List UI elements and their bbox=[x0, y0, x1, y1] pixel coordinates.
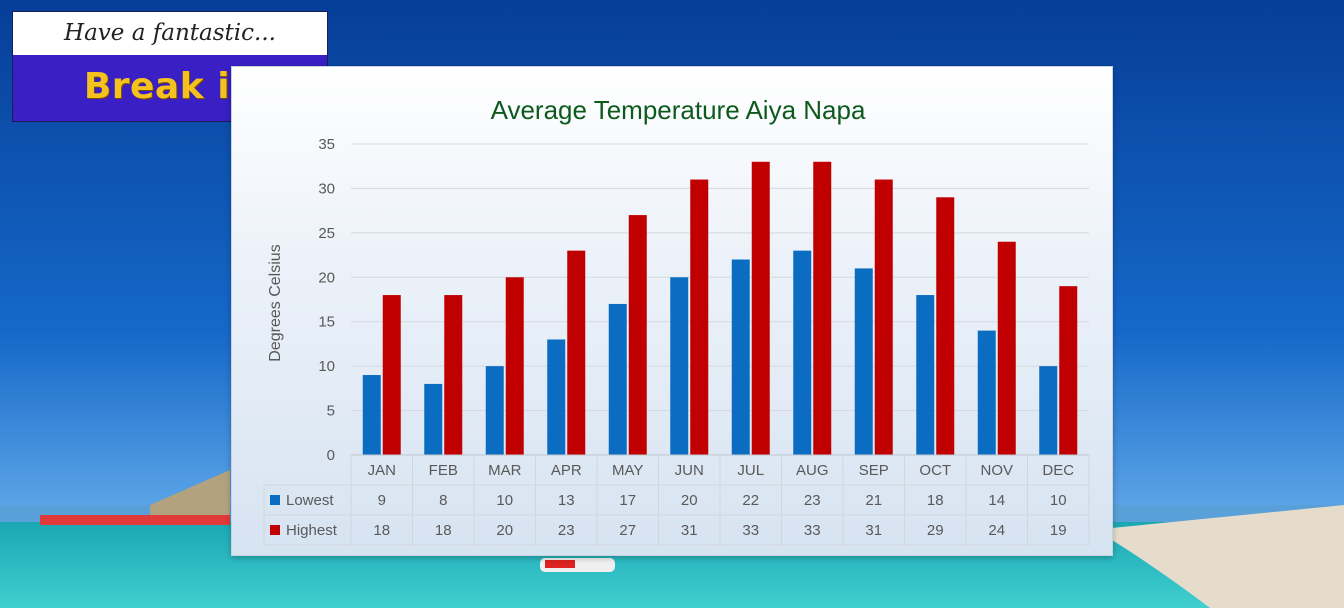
legend-label-highest: Highest bbox=[286, 522, 338, 539]
data-value-lowest: 10 bbox=[1050, 492, 1067, 509]
data-value-highest: 29 bbox=[927, 522, 944, 539]
y-tick-label: 30 bbox=[318, 180, 335, 197]
bar-lowest-jun bbox=[670, 277, 689, 455]
x-tick-label: DEC bbox=[1042, 462, 1074, 479]
chart-panel: Average Temperature Aiya Napa Degrees Ce… bbox=[231, 66, 1113, 556]
bar-highest-jul bbox=[751, 161, 770, 455]
data-value-lowest: 10 bbox=[496, 492, 513, 509]
bar-lowest-nov bbox=[977, 330, 996, 455]
bar-lowest-jan bbox=[362, 375, 381, 455]
bar-highest-mar bbox=[505, 277, 524, 455]
bar-lowest-dec bbox=[1039, 366, 1058, 455]
bar-lowest-apr bbox=[547, 339, 566, 455]
x-tick-label: JUL bbox=[737, 462, 764, 479]
data-value-lowest: 8 bbox=[439, 492, 447, 509]
data-value-lowest: 22 bbox=[742, 492, 759, 509]
data-value-highest: 33 bbox=[804, 522, 821, 539]
data-value-lowest: 23 bbox=[804, 492, 821, 509]
bar-highest-sep bbox=[874, 179, 893, 455]
y-tick-label: 25 bbox=[318, 225, 335, 242]
bar-highest-dec bbox=[1059, 286, 1078, 455]
bar-lowest-aug bbox=[793, 250, 812, 455]
data-value-lowest: 14 bbox=[988, 492, 1005, 509]
bar-lowest-jul bbox=[731, 259, 750, 455]
data-value-lowest: 18 bbox=[927, 492, 944, 509]
bar-highest-nov bbox=[997, 241, 1016, 455]
x-tick-label: JUN bbox=[675, 462, 704, 479]
bars bbox=[362, 161, 1078, 456]
x-tick-label: FEB bbox=[429, 462, 458, 479]
bar-lowest-feb bbox=[424, 383, 443, 455]
bar-highest-may bbox=[628, 215, 647, 455]
data-value-lowest: 20 bbox=[681, 492, 698, 509]
chart-title: Average Temperature Aiya Napa bbox=[491, 95, 866, 125]
y-tick-label: 0 bbox=[327, 447, 335, 464]
x-tick-label: AUG bbox=[796, 462, 829, 479]
data-value-highest: 33 bbox=[742, 522, 759, 539]
bar-highest-feb bbox=[444, 295, 463, 455]
data-value-highest: 31 bbox=[865, 522, 882, 539]
legend-swatch-highest bbox=[270, 525, 280, 535]
x-tick-label: OCT bbox=[919, 462, 951, 479]
x-tick-label: JAN bbox=[368, 462, 396, 479]
legend-swatch-lowest bbox=[270, 495, 280, 505]
bar-lowest-may bbox=[608, 303, 627, 455]
temperature-chart: Average Temperature Aiya Napa Degrees Ce… bbox=[263, 95, 1090, 546]
data-value-lowest: 17 bbox=[619, 492, 636, 509]
data-value-highest: 20 bbox=[496, 522, 513, 539]
bar-highest-jan bbox=[382, 295, 401, 455]
legend-label-lowest: Lowest bbox=[286, 492, 334, 509]
data-value-highest: 31 bbox=[681, 522, 698, 539]
bar-lowest-oct bbox=[916, 295, 935, 455]
x-tick-label: SEP bbox=[859, 462, 889, 479]
break-in-cyprus-logo: Have a fantastic... Break in Cyprus bbox=[12, 11, 328, 122]
data-value-lowest: 21 bbox=[865, 492, 882, 509]
data-value-highest: 18 bbox=[373, 522, 390, 539]
logo-tagline: Have a fantastic... bbox=[13, 12, 327, 55]
data-value-highest: 23 bbox=[558, 522, 575, 539]
y-tick-label: 20 bbox=[318, 269, 335, 286]
data-table: JAN FEB MAR APR MAY JUN JUL AUG SEP OCT NOV DEC Lowe… bbox=[263, 454, 1090, 546]
y-axis-label: Degrees Celsius bbox=[267, 244, 284, 361]
y-tick-label: 10 bbox=[318, 358, 335, 375]
x-tick-label: NOV bbox=[980, 462, 1013, 479]
data-value-highest: 19 bbox=[1050, 522, 1067, 539]
bar-highest-aug bbox=[813, 161, 832, 455]
data-value-lowest: 13 bbox=[558, 492, 575, 509]
y-tick-label: 15 bbox=[318, 314, 335, 331]
x-tick-label: APR bbox=[551, 462, 582, 479]
y-tick-label: 5 bbox=[327, 403, 335, 420]
data-value-highest: 24 bbox=[988, 522, 1005, 539]
bar-lowest-sep bbox=[854, 268, 873, 455]
data-value-highest: 18 bbox=[435, 522, 452, 539]
y-tick-label: 35 bbox=[318, 136, 335, 153]
bar-highest-jun bbox=[690, 179, 709, 455]
bar-highest-apr bbox=[567, 250, 586, 455]
x-tick-label: MAY bbox=[612, 462, 643, 479]
data-value-highest: 27 bbox=[619, 522, 636, 539]
bar-lowest-mar bbox=[485, 366, 504, 455]
data-value-lowest: 9 bbox=[378, 492, 386, 509]
bar-highest-oct bbox=[936, 197, 955, 456]
x-tick-label: MAR bbox=[488, 462, 522, 479]
y-axis-ticks: 0 5 10 15 20 25 30 35 bbox=[318, 136, 335, 464]
